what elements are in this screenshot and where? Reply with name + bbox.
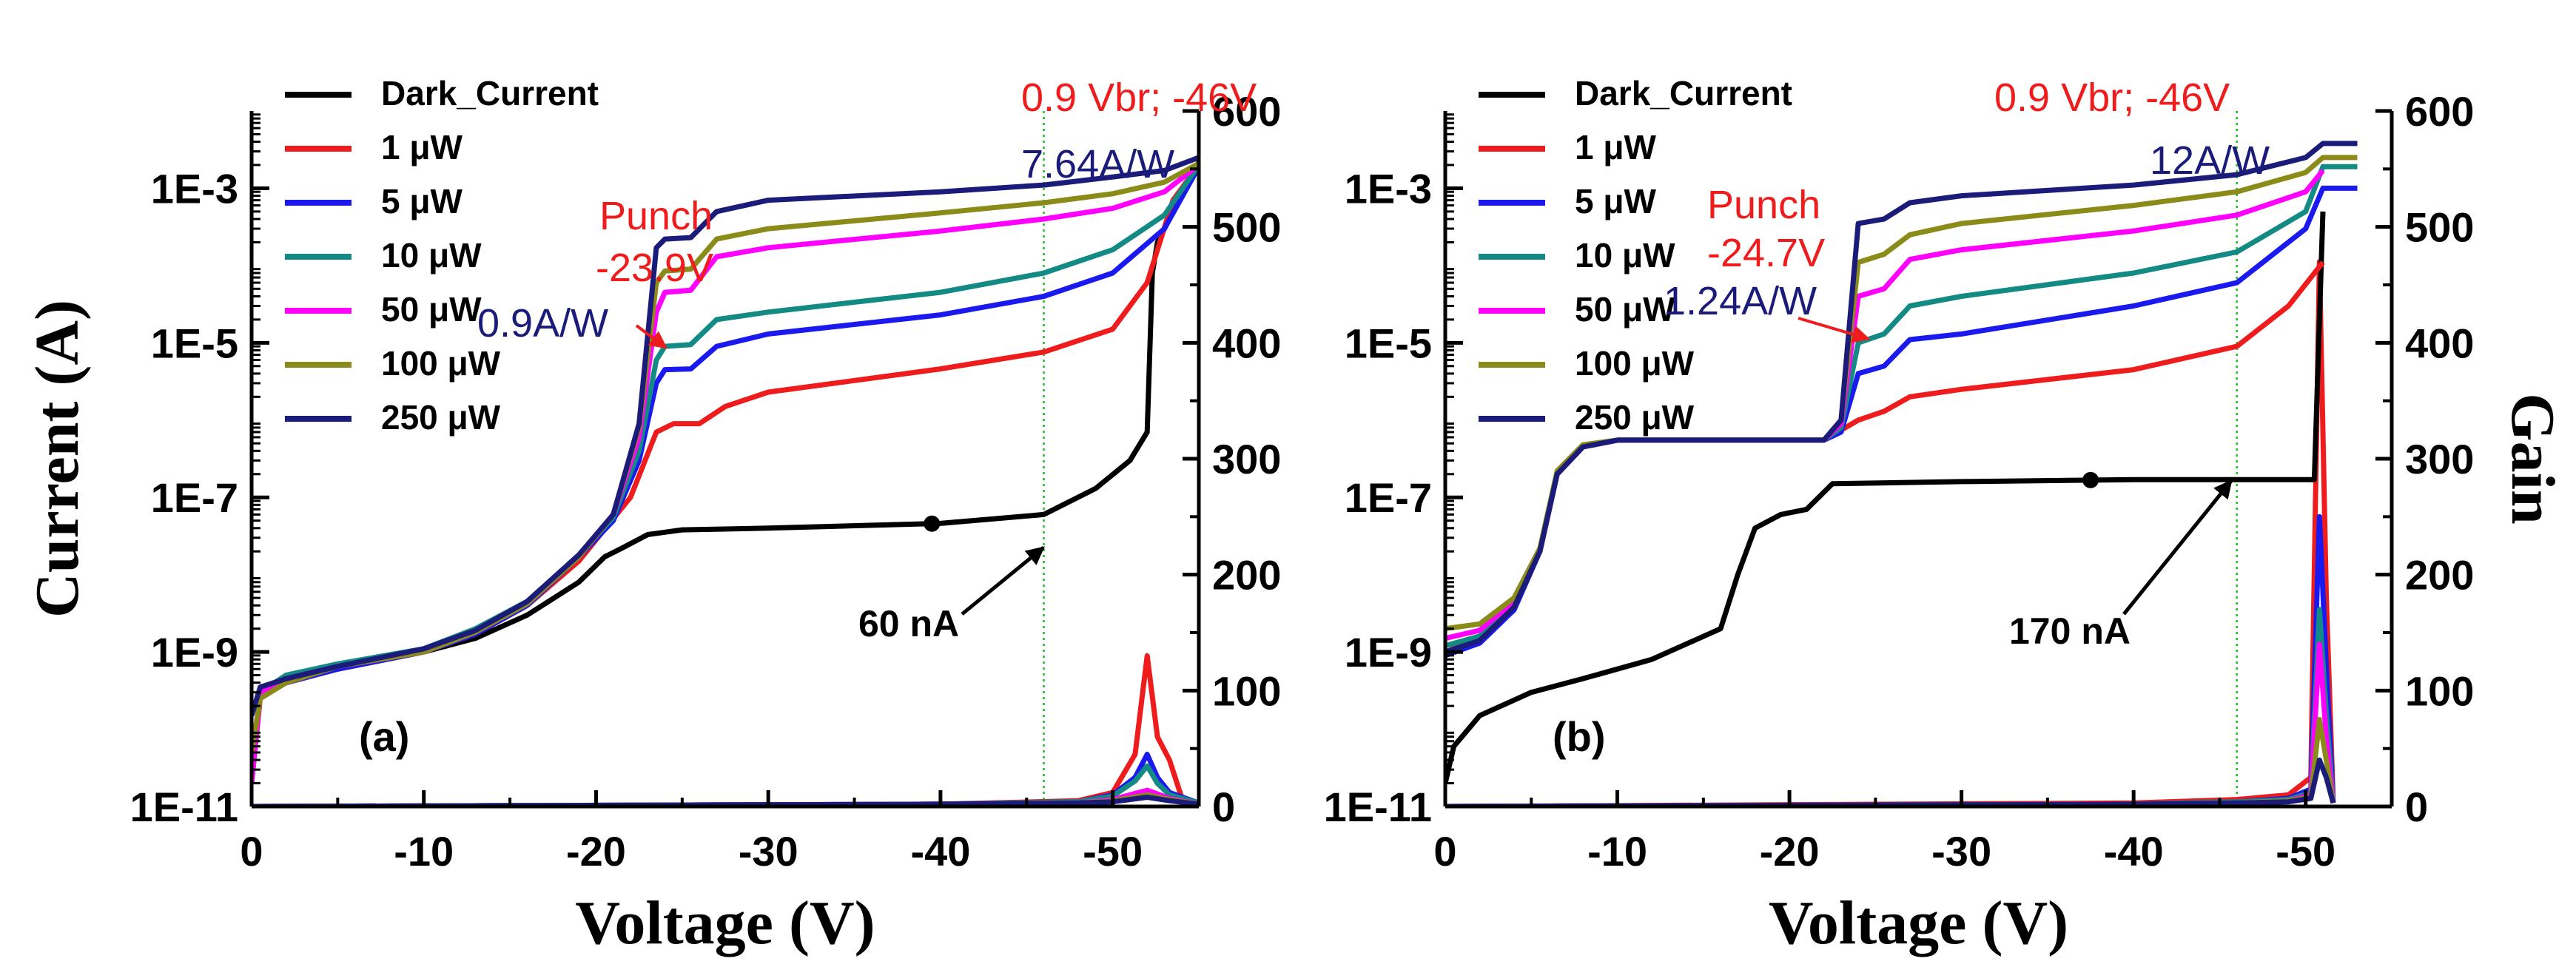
x-tick-label: 0	[240, 828, 263, 875]
vbr-annotation: 0.9 Vbr; -46V	[1994, 75, 2230, 120]
y2-tick-label: 200	[1212, 552, 1281, 599]
legend-entry-label: 1 μW	[1575, 128, 1657, 166]
legend-entry-label: 100 μW	[1575, 344, 1695, 383]
dark-current-arrow	[2122, 479, 2233, 616]
legend: Dark_Current 1 μW 5 μW 10 μW 50 μW 100 μW 250 …	[285, 74, 599, 437]
punch-voltage-annotation: -23.9V	[596, 246, 713, 290]
y2-tick-label: 600	[2405, 88, 2474, 135]
x-tick-label: -50	[1083, 828, 1143, 875]
gain-series-line	[1445, 513, 2336, 806]
x-tick-label: -20	[566, 828, 626, 875]
chart-panel-a: 0 -10 -20 -30 -40 -50 1E-11 1E-9 1E-7 1E-5 1E-3 0 10…	[23, 74, 1281, 957]
x-tick-label: -30	[739, 828, 798, 875]
legend-entry-label: 50 μW	[381, 290, 482, 329]
responsivity-low-annotation: 1.24A/W	[1664, 279, 1817, 323]
punch-annotation: Punch	[1707, 183, 1820, 227]
punch-arrow	[1798, 317, 1871, 343]
plot-area	[1445, 141, 2358, 806]
y-tick-label: 1E-7	[1345, 474, 1432, 521]
legend-entry-label: 10 μW	[1575, 236, 1675, 275]
dark-current-marker-dot	[2082, 471, 2099, 488]
x-axis-title: Voltage (V)	[1769, 889, 2068, 957]
y2-tick-label: 0	[2405, 784, 2428, 830]
y2-tick-label: 0	[1212, 784, 1235, 830]
y2-tick-label: 400	[1212, 320, 1281, 366]
legend-entry-label: Dark_Current	[1575, 74, 1792, 112]
legend-entry-label: 250 μW	[381, 398, 501, 437]
gain-series-line	[252, 752, 1199, 806]
y2-tick-label: 600	[1212, 88, 1281, 135]
y-axis-title: Current (A)	[23, 300, 92, 618]
chart-panel-b: 0 -10 -20 -30 -40 -50 1E-11 1E-9 1E-7 1E-5 1E-3 0 10…	[1324, 74, 2567, 957]
dark-current-marker-dot	[924, 515, 941, 532]
y-tick-label: 1E-5	[151, 320, 238, 366]
dark-current-annotation: 170 nA	[2009, 610, 2131, 652]
current-series-line	[1445, 155, 2358, 632]
y2-tick-label: 500	[2405, 204, 2474, 251]
panel-label: (a)	[359, 713, 409, 760]
legend-entry-label: 10 μW	[381, 236, 482, 275]
punch-arrow	[635, 324, 667, 349]
responsivity-high-annotation: 12A/W	[2150, 138, 2270, 183]
y2-tick-label: 400	[2405, 320, 2474, 366]
y-tick-label: 1E-11	[1324, 784, 1432, 830]
dark-current-annotation: 60 nA	[858, 603, 959, 644]
legend-entry-label: 5 μW	[381, 182, 463, 220]
x-tick-label: -10	[394, 828, 454, 875]
punch-voltage-annotation: -24.7V	[1707, 231, 1825, 275]
y-tick-label: 1E-9	[151, 629, 238, 676]
y-tick-label: 1E-7	[151, 474, 238, 521]
y-tick-label: 1E-3	[151, 165, 238, 212]
y2-tick-label: 200	[2405, 552, 2474, 599]
y-tick-label: 1E-5	[1345, 320, 1432, 366]
x-tick-label: -40	[2104, 828, 2164, 875]
x-tick-label: -40	[910, 828, 970, 875]
y-tick-label: 1E-3	[1345, 165, 1432, 212]
legend-entry-label: 250 μW	[1575, 398, 1695, 437]
x-tick-label: 0	[1433, 828, 1456, 875]
y-tick-label: 1E-11	[130, 784, 238, 830]
responsivity-low-annotation: 0.9A/W	[477, 301, 608, 346]
x-tick-label: -30	[1931, 828, 1991, 875]
panel-label: (b)	[1553, 713, 1606, 760]
current-series-line	[1445, 141, 2358, 655]
x-tick-label: -10	[1587, 828, 1647, 875]
vbr-annotation: 0.9 Vbr; -46V	[1021, 75, 1257, 120]
y2-tick-label: 100	[2405, 667, 2474, 714]
legend-entry-label: 50 μW	[1575, 290, 1675, 329]
legend-entry-label: 100 μW	[381, 344, 501, 383]
responsivity-high-annotation: 7.64A/W	[1021, 142, 1174, 186]
y2-tick-label: 100	[1212, 667, 1281, 714]
x-axis-title: Voltage (V)	[575, 889, 875, 957]
y-tick-label: 1E-9	[1345, 629, 1432, 676]
x-tick-label: -20	[1760, 828, 1820, 875]
gain-series-line	[1445, 757, 2336, 806]
gain-series-line	[252, 763, 1199, 806]
gain-series-line	[1445, 607, 2336, 806]
legend: Dark_Current 1 μW 5 μW 10 μW 50 μW 100 μW 250 …	[1479, 74, 1792, 437]
current-series-line	[1445, 211, 2326, 784]
legend-entry-label: Dark_Current	[381, 74, 599, 112]
legend-entry-label: 5 μW	[1575, 182, 1657, 220]
x-tick-label: -50	[2276, 828, 2335, 875]
legend-entry-label: 1 μW	[381, 128, 463, 166]
dark-current-arrow	[961, 546, 1045, 616]
y2-axis-title: Gain	[2498, 393, 2567, 524]
y2-tick-label: 300	[2405, 436, 2474, 482]
y2-tick-label: 500	[1212, 204, 1281, 251]
punch-annotation: Punch	[599, 194, 713, 238]
y2-tick-label: 300	[1212, 436, 1281, 482]
